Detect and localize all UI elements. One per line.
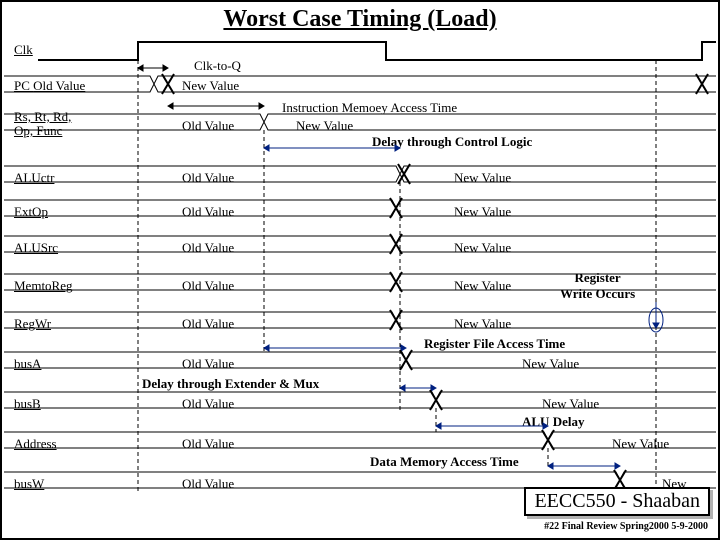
- footer-line: #22 Final Review Spring2000 5-9-2000: [544, 521, 708, 532]
- footer-box: EECC550 - Shaaban: [524, 487, 710, 516]
- timing-diagram: [2, 2, 720, 542]
